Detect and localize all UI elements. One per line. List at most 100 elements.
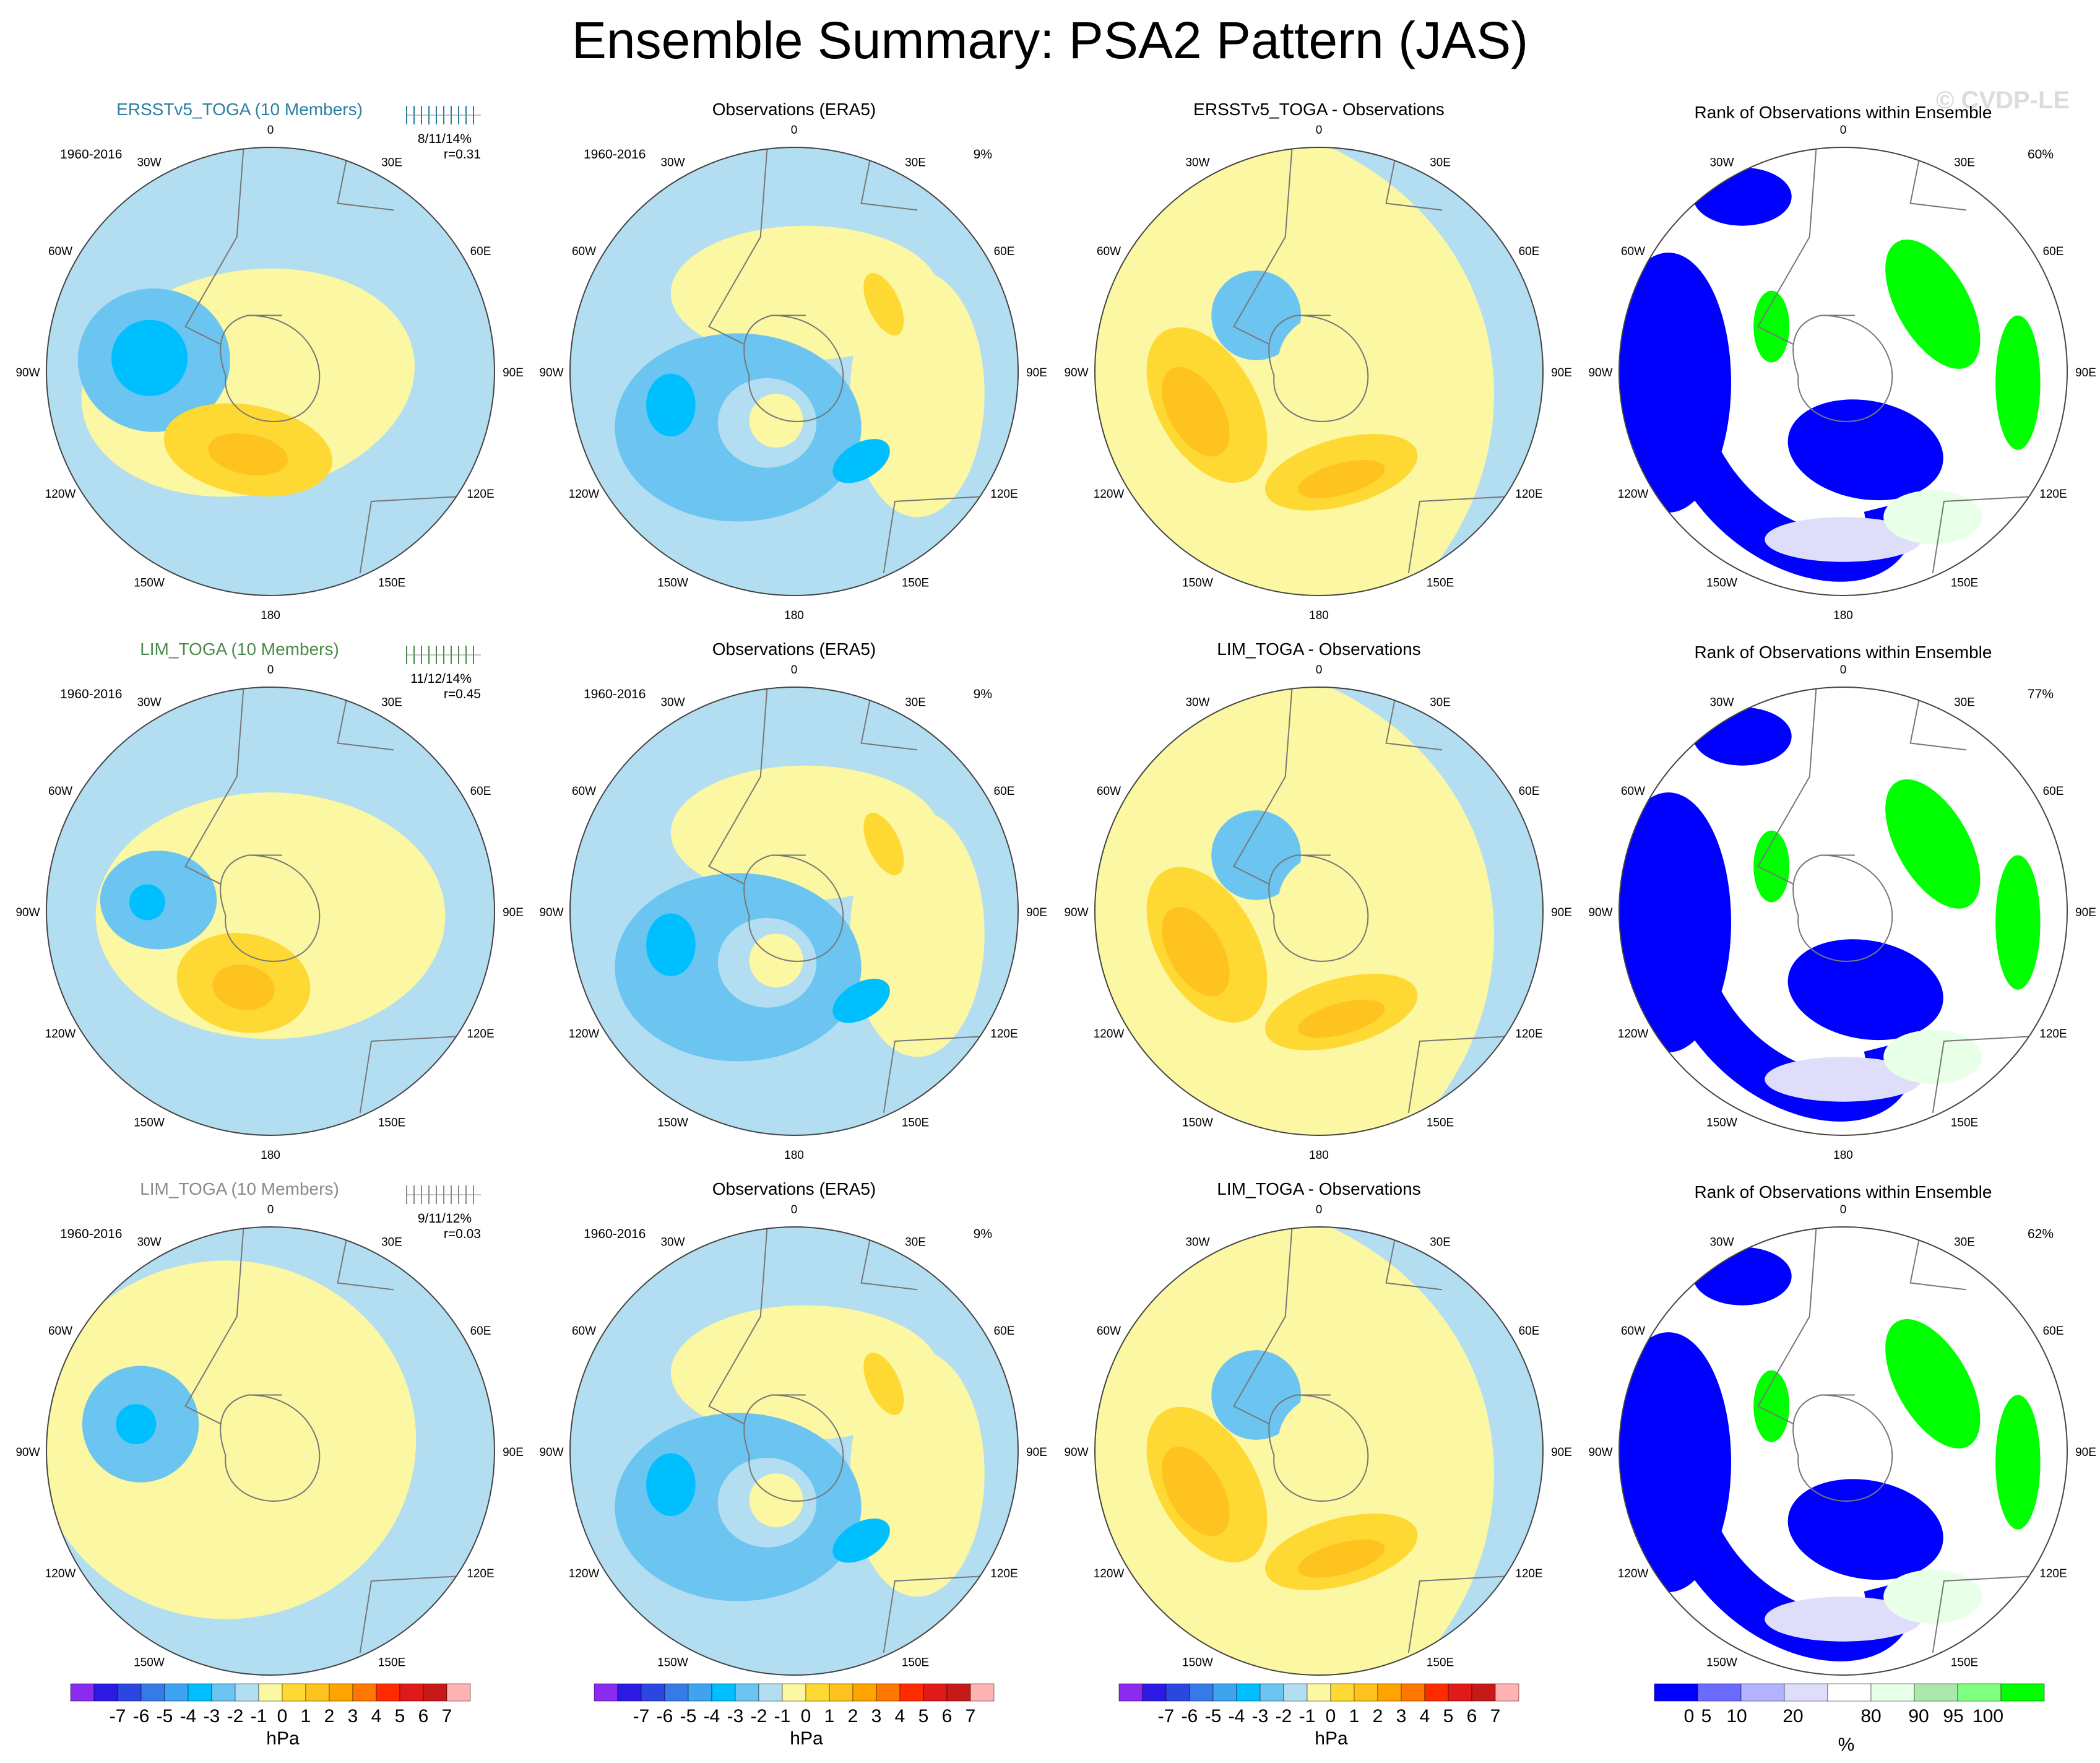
longitude-label: 30E <box>905 696 926 709</box>
longitude-label: 0 <box>1840 124 1847 137</box>
longitude-label: 30E <box>1430 696 1451 709</box>
colorbar-tick-label: -7 <box>633 1706 650 1726</box>
period-label: 1960-2016 <box>584 147 646 162</box>
longitude-label: 120E <box>467 1567 494 1580</box>
positive-anomaly <box>46 1260 417 1619</box>
longitude-label: 60W <box>1097 785 1121 798</box>
longitude-label: 120W <box>569 1028 600 1041</box>
obs-map-2: 0 30E 60E 90E 120E 150E 180 150W 120W 90W 60W 30W <box>539 664 1047 1162</box>
pattern-correlation-label: r=0.45 <box>444 687 481 701</box>
africa-coastline <box>337 147 394 211</box>
colorbar-tick-label: 5 <box>1443 1706 1454 1726</box>
colorbar-swatch <box>140 1683 165 1702</box>
colorbar-swatch <box>782 1683 806 1702</box>
high-rank-region <box>1885 1319 1981 1449</box>
colorbar-tick-label: 4 <box>895 1706 905 1726</box>
rank-colorbar-swatch <box>1914 1683 1958 1702</box>
colorbar-swatch <box>352 1683 377 1702</box>
colorbar-swatch <box>423 1683 447 1702</box>
spread-ticks <box>406 1185 481 1204</box>
colorbar-tick-label: -7 <box>1158 1706 1175 1726</box>
colorbar-swatch <box>641 1683 665 1702</box>
longitude-label: 90E <box>503 366 524 379</box>
high-rank-region <box>1995 855 2041 990</box>
longitude-label: 30W <box>1185 696 1209 709</box>
longitude-label: 120E <box>990 488 1018 501</box>
longitude-label: 150W <box>657 1116 688 1129</box>
colorbar-tick-label: 2 <box>324 1706 335 1726</box>
longitude-label: 150E <box>378 1116 405 1129</box>
colorbar-tick-label: 6 <box>1467 1706 1477 1726</box>
longitude-label: 30W <box>1709 696 1734 709</box>
low-rank-region <box>1765 1596 1922 1642</box>
longitude-label: 90E <box>503 1446 524 1459</box>
negative-anomaly-core <box>129 884 165 920</box>
rank-colorbar-tick-label: 100 <box>1973 1706 2003 1726</box>
positive-anomaly-core <box>1162 366 1230 457</box>
obs-map-1: 0 30E 60E 90E 120E 150E 180 150W 120W 90W 60W 30W <box>539 124 1047 622</box>
longitude-label: 60E <box>994 785 1015 798</box>
rank-colorbar-swatch <box>1827 1683 1872 1702</box>
longitude-label: 30E <box>1954 696 1975 709</box>
colorbar-swatch <box>258 1683 283 1702</box>
variance-explained-label: 9% <box>974 147 992 162</box>
low-rank-region <box>1787 399 1943 501</box>
longitude-label: 30W <box>1709 157 1734 170</box>
colorbar-tick-label: -1 <box>1299 1706 1316 1726</box>
difference-title: LIM_TOGA - Observations <box>1217 1179 1420 1198</box>
ens-map-2: 0 30E 60E 90E 120E 150E 180 150W 120W 90W 60W 30W <box>15 664 523 1162</box>
positive-anomaly-core <box>1162 906 1230 997</box>
longitude-label: 150W <box>1706 1656 1737 1669</box>
africa-coastline <box>860 687 918 751</box>
colorbar-swatch <box>1471 1683 1496 1702</box>
colorbar-swatch <box>923 1683 948 1702</box>
spread-ticks <box>406 646 481 664</box>
positive-anomaly <box>749 933 803 988</box>
longitude-label: 30W <box>1185 157 1209 170</box>
longitude-label: 30E <box>905 157 926 170</box>
difference-title: LIM_TOGA - Observations <box>1217 639 1420 659</box>
africa-coastline <box>860 147 918 211</box>
colorbar-swatch <box>305 1683 330 1702</box>
africa-coastline <box>1909 687 1967 751</box>
colorbar-swatch <box>446 1683 471 1702</box>
positive-anomaly-core <box>212 964 275 1010</box>
colorbar-tick-label: -6 <box>133 1706 150 1726</box>
colorbar-tick-label: -5 <box>680 1706 697 1726</box>
positive-anomaly-core <box>1297 999 1385 1038</box>
longitude-label: 0 <box>267 664 274 677</box>
south-america-coastline <box>1757 687 1817 885</box>
colorbar-swatch <box>282 1683 306 1702</box>
longitude-label: 60E <box>470 785 491 798</box>
longitude-label: 60W <box>1097 245 1121 258</box>
longitude-label: 150W <box>1706 1116 1737 1129</box>
rank-colorbar-tick-label: 80 <box>1860 1706 1881 1726</box>
africa-coastline <box>1385 1227 1443 1291</box>
antarctica-coastline <box>1268 854 1369 962</box>
pattern-correlation-label: r=0.31 <box>444 147 481 162</box>
pattern-stats-label: 8/11/14% <box>418 132 472 146</box>
longitude-label: 90W <box>1588 906 1612 919</box>
positive-anomaly-core <box>863 1353 904 1415</box>
low-rank-region <box>1693 1247 1792 1306</box>
colorbar-swatch <box>970 1683 995 1702</box>
colorbar-tick-label: 6 <box>418 1706 429 1726</box>
australia-coastline <box>1407 1034 1543 1113</box>
australia-coastline <box>1407 494 1543 573</box>
map-border <box>1618 687 2068 1136</box>
longitude-label: 150E <box>378 1656 405 1669</box>
map-border <box>1618 1226 2068 1676</box>
south-america-coastline <box>1757 147 1817 345</box>
rank-colorbar-swatch <box>1784 1683 1828 1702</box>
longitude-label: 150W <box>657 576 688 589</box>
map-border <box>569 687 1019 1136</box>
longitude-label: 30E <box>1954 1236 1975 1249</box>
colorbar-swatch <box>93 1683 118 1702</box>
colorbar-tick-label: 3 <box>1396 1706 1407 1726</box>
colorbar-tick-label: 3 <box>871 1706 882 1726</box>
rank-colorbar-swatch <box>1957 1683 2002 1702</box>
longitude-label: 180 <box>1309 1149 1329 1162</box>
colorbar-unit: hPa <box>1315 1728 1348 1749</box>
